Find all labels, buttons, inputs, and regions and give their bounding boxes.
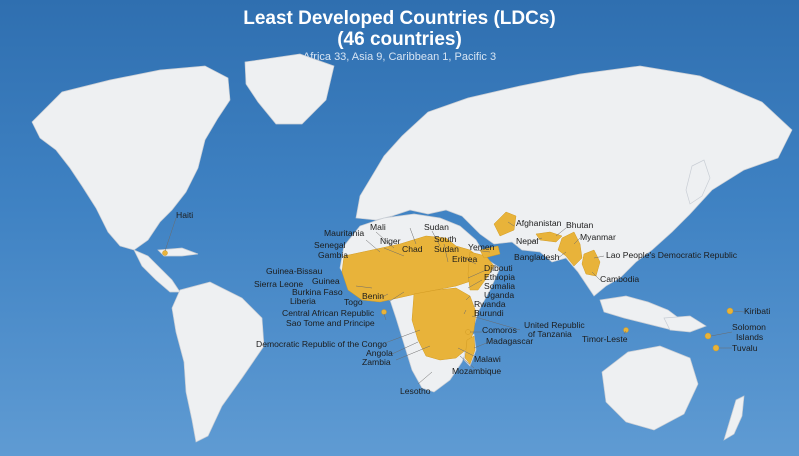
ldc-haiti	[162, 250, 168, 256]
label-tuvalu: Tuvalu	[732, 343, 758, 353]
caribbean-islands	[157, 247, 199, 257]
ldc-bangladesh-myanmar	[557, 231, 583, 267]
label-south-sudan-2: Sudan	[434, 244, 459, 254]
ldc-kiribati	[726, 307, 734, 315]
label-benin: Benin	[362, 291, 384, 301]
north-america	[31, 65, 231, 251]
label-zambia: Zambia	[362, 357, 391, 367]
label-solomon-2: Islands	[736, 332, 763, 342]
label-malawi: Malawi	[474, 354, 501, 364]
new-guinea	[663, 315, 707, 333]
ldc-tuvalu	[712, 344, 720, 352]
map-title: Least Developed Countries (LDCs)	[243, 8, 556, 29]
label-togo: Togo	[344, 297, 363, 307]
label-cambodia: Cambodia	[600, 274, 639, 284]
label-haiti: Haiti	[176, 210, 193, 220]
label-afghanistan: Afghanistan	[516, 218, 562, 228]
label-mozambique: Mozambique	[452, 366, 501, 376]
ldc-solomon-islands	[704, 332, 712, 340]
ldc-afghanistan	[493, 211, 517, 237]
label-madagascar: Madagascar	[486, 336, 533, 346]
japan	[685, 159, 711, 205]
label-timor-leste: Timor-Leste	[582, 334, 628, 344]
south-america	[171, 281, 265, 443]
ldc-madagascar	[464, 335, 476, 365]
label-burkina-faso: Burkina Faso	[292, 287, 343, 297]
label-mali: Mali	[370, 222, 386, 232]
label-senegal: Senegal	[314, 240, 346, 250]
ldc-sao-tome	[381, 309, 387, 315]
label-rwanda: Rwanda	[474, 299, 506, 309]
label-guinea: Guinea	[312, 276, 340, 286]
label-angola: Angola	[366, 348, 393, 358]
ldc-timor-leste	[623, 327, 629, 333]
label-drc: Democratic Republic of the Congo	[256, 339, 387, 349]
label-liberia: Liberia	[290, 296, 316, 306]
label-central-african-republic: Central African Republic	[282, 308, 375, 318]
new-zealand	[723, 395, 745, 441]
label-gambia: Gambia	[318, 250, 348, 260]
label-lao: Lao People's Democratic Republic	[606, 250, 738, 260]
label-myanmar: Myanmar	[580, 232, 616, 242]
label-sao-tome: Sao Tome and Principe	[286, 318, 375, 328]
label-eritrea: Eritrea	[452, 254, 478, 264]
leader-lines	[164, 217, 745, 385]
country-labels: Haiti Mauritania Mali Senegal Gambia Nig…	[176, 210, 770, 396]
label-djibouti: Djibouti	[484, 263, 513, 273]
label-uganda: Uganda	[484, 290, 514, 300]
label-south-sudan: South	[434, 234, 457, 244]
label-yemen: Yemen	[468, 242, 495, 252]
label-niger: Niger	[380, 236, 401, 246]
label-solomon: Solomon	[732, 322, 766, 332]
label-chad: Chad	[402, 244, 423, 254]
europe-asia	[355, 65, 793, 297]
label-mauritania: Mauritania	[324, 228, 364, 238]
label-bhutan: Bhutan	[566, 220, 593, 230]
label-guinea-bissau: Guinea-Bissau	[266, 266, 323, 276]
ldc-regions	[162, 211, 734, 365]
label-ethiopia: Ethiopia	[484, 272, 515, 282]
label-tanzania-2: of Tanzania	[528, 329, 572, 339]
label-somalia: Somalia	[484, 281, 515, 291]
australia	[601, 345, 699, 431]
map-subtitle: Africa 33, Asia 9, Caribbean 1, Pacific …	[302, 51, 497, 63]
label-sudan: Sudan	[424, 222, 449, 232]
label-burundi: Burundi	[474, 308, 504, 318]
map-title-count: (46 countries)	[337, 29, 462, 50]
label-kiribati: Kiribati	[744, 306, 770, 316]
label-bangladesh: Bangladesh	[514, 252, 560, 262]
label-comoros: Comoros	[482, 325, 517, 335]
greenland	[244, 53, 335, 125]
ldc-horn-of-africa	[467, 251, 495, 291]
label-nepal: Nepal	[516, 236, 539, 246]
ldc-comoros	[465, 329, 471, 335]
label-sierra-leone: Sierra Leone	[254, 279, 303, 289]
label-lesotho: Lesotho	[400, 386, 431, 396]
label-tanzania: United Republic	[524, 320, 585, 330]
